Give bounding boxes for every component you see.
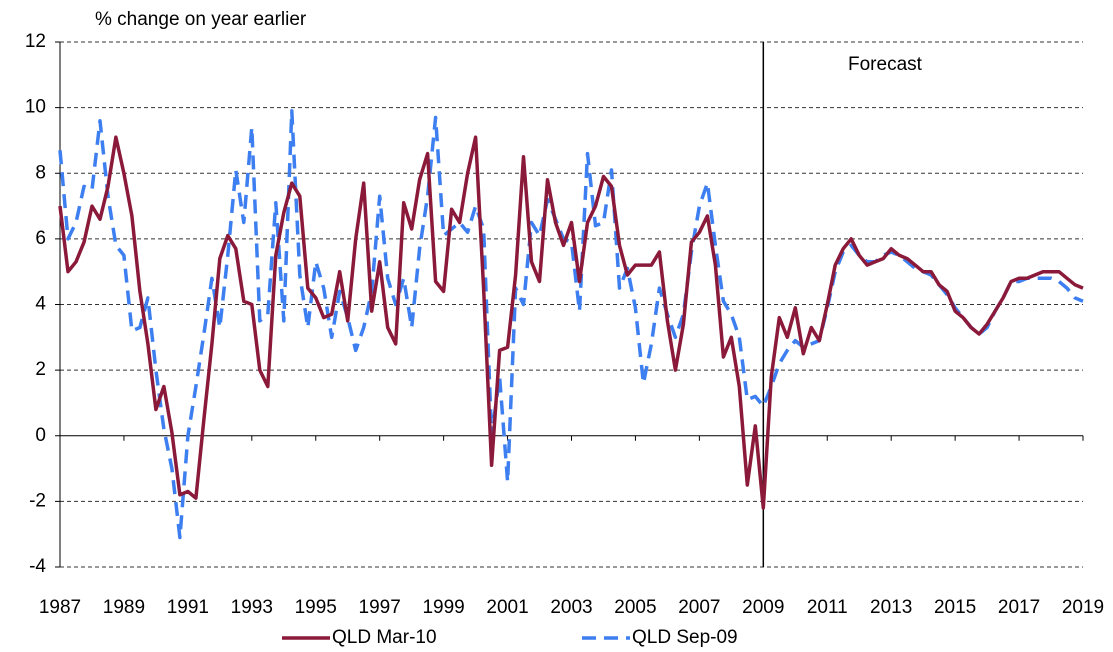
x-tick-label: 2009 (742, 597, 784, 618)
y-tick-label: 6 (35, 228, 46, 249)
y-tick-label: -2 (29, 490, 46, 511)
x-tick-label: 1995 (295, 597, 337, 618)
x-tick-label: 1987 (39, 597, 81, 618)
x-tick-label: 2005 (614, 597, 656, 618)
series-line (58, 109, 1084, 540)
x-tick-label: 2013 (870, 597, 912, 618)
x-tick-label: 1989 (103, 597, 145, 618)
legend-label: QLD Mar-10 (332, 627, 437, 648)
y-tick-label: 2 (35, 359, 46, 380)
x-tick-label: 2001 (486, 597, 528, 618)
x-tick-label: 1999 (422, 597, 464, 618)
x-tick-label: 2015 (934, 597, 976, 618)
x-tick-label: 1997 (359, 597, 401, 618)
x-tick-label: 2003 (550, 597, 592, 618)
x-tick-label: 2017 (998, 597, 1040, 618)
y-axis-label: % change on year earlier (95, 9, 307, 30)
legend-label: QLD Sep-09 (632, 627, 738, 648)
x-tick-label: 1993 (231, 597, 273, 618)
x-tick-label: 2019 (1062, 597, 1104, 618)
y-tick-label: 0 (35, 425, 46, 446)
y-tick-label: 8 (35, 162, 46, 183)
y-tick-label: -4 (29, 556, 46, 577)
series-line (58, 135, 1084, 510)
y-tick-label: 10 (25, 97, 46, 118)
y-tick-label: 4 (35, 294, 46, 315)
x-tick-label: 2011 (807, 597, 848, 618)
x-tick-label: 2007 (678, 597, 720, 618)
x-tick-label: 1991 (167, 597, 209, 618)
annotation: Forecast (848, 54, 923, 75)
y-tick-label: 12 (25, 31, 46, 52)
